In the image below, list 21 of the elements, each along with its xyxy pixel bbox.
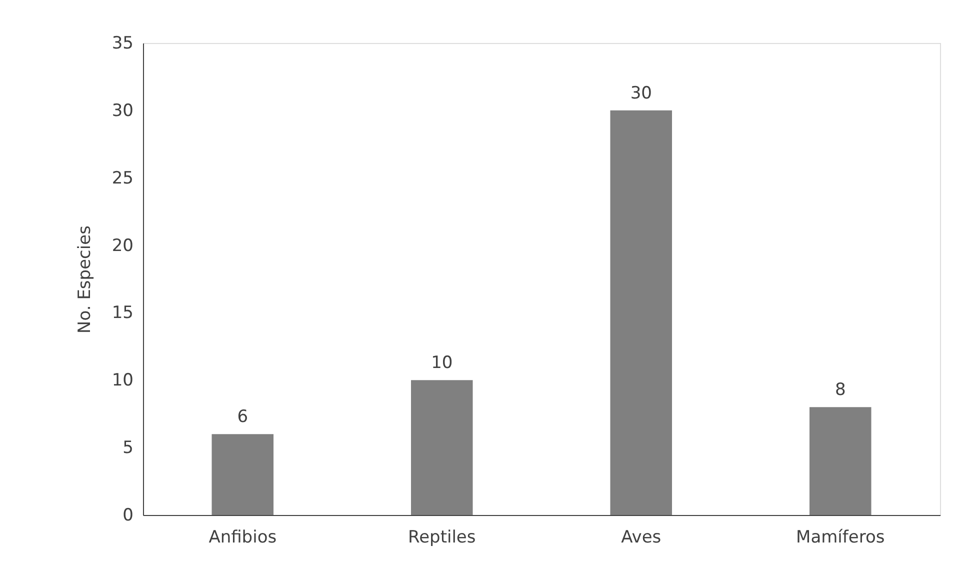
x-tick-label: Aves	[621, 528, 662, 548]
data-label: 6	[237, 407, 248, 428]
bar	[410, 380, 473, 515]
y-axis-title: No. Especies	[74, 225, 95, 334]
y-tick-label: 20	[112, 236, 134, 256]
bar	[212, 434, 274, 515]
x-tick-label: Anfibios	[208, 528, 277, 548]
y-tick-label: 5	[122, 438, 134, 458]
data-label: 8	[834, 380, 846, 400]
y-tick-label: 15	[112, 303, 134, 324]
bar	[809, 407, 872, 515]
data-label: 30	[630, 83, 652, 104]
data-label: 10	[431, 353, 453, 374]
y-tick-label: 25	[112, 168, 134, 188]
y-tick-label: 35	[112, 34, 134, 54]
x-tick-label: Reptiles	[408, 528, 476, 548]
y-tick-label: 10	[112, 370, 134, 391]
x-tick-label: Mamíferos	[796, 528, 885, 548]
y-tick-label: 30	[112, 100, 134, 121]
bar	[610, 110, 672, 515]
y-tick-label: 0	[122, 506, 134, 526]
